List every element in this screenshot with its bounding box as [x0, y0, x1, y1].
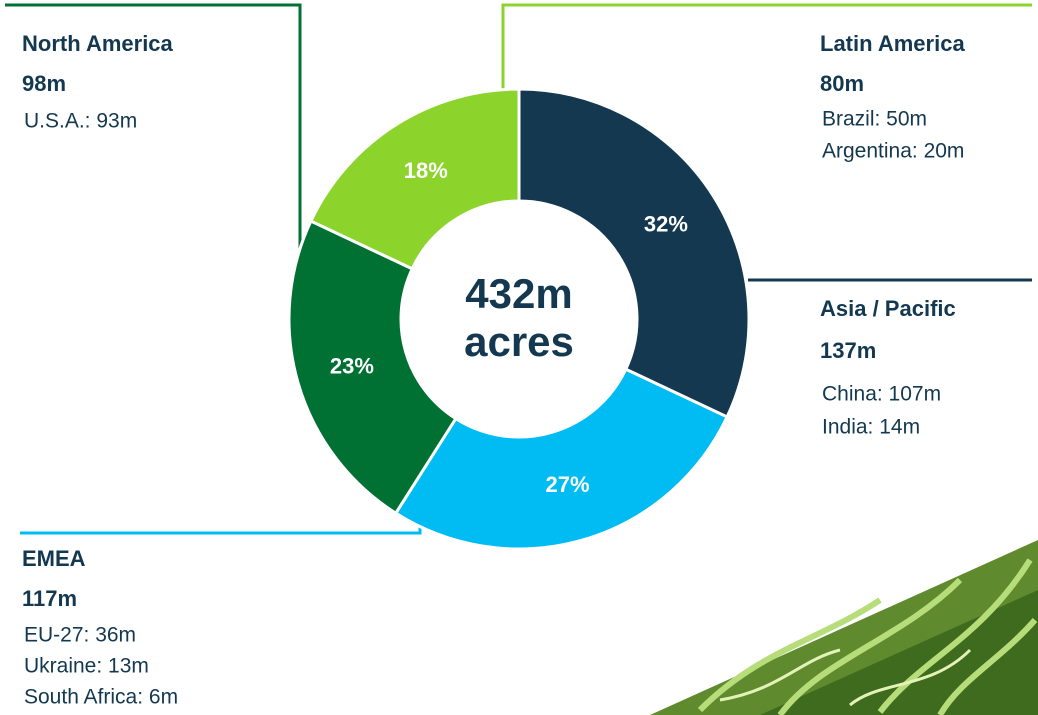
percent-label: 27%	[546, 472, 590, 497]
donut-segment	[287, 219, 458, 516]
region-detail: China: 107m	[822, 383, 941, 406]
region-name: Latin America	[820, 31, 965, 56]
donut-segment	[517, 87, 751, 419]
region-name: EMEA	[22, 546, 86, 571]
region-total: 98m	[22, 71, 66, 96]
region-detail: Argentina: 20m	[822, 140, 964, 163]
donut-segment	[393, 367, 730, 551]
region-name: North America	[22, 31, 174, 56]
donut: 32% 27% 23% 18%	[287, 87, 751, 551]
region-detail: Ukraine: 13m	[24, 655, 149, 678]
region-detail: India: 14m	[822, 416, 920, 439]
region-detail: U.S.A.: 93m	[24, 110, 137, 133]
percent-label: 32%	[644, 212, 688, 237]
region-detail: Brazil: 50m	[822, 108, 927, 131]
corn-field	[650, 540, 1038, 715]
center-unit: acres	[464, 318, 574, 365]
region-total: 137m	[820, 338, 876, 363]
region-detail: South Africa: 6m	[24, 686, 178, 709]
region-total: 80m	[820, 71, 864, 96]
donut-segment	[308, 87, 521, 271]
center-value: 432m	[465, 270, 572, 317]
percent-label: 18%	[404, 158, 448, 183]
region-detail: EU-27: 36m	[24, 624, 136, 647]
region-total: 117m	[22, 586, 77, 611]
percent-label: 23%	[330, 353, 374, 378]
region-name: Asia / Pacific	[820, 296, 956, 321]
